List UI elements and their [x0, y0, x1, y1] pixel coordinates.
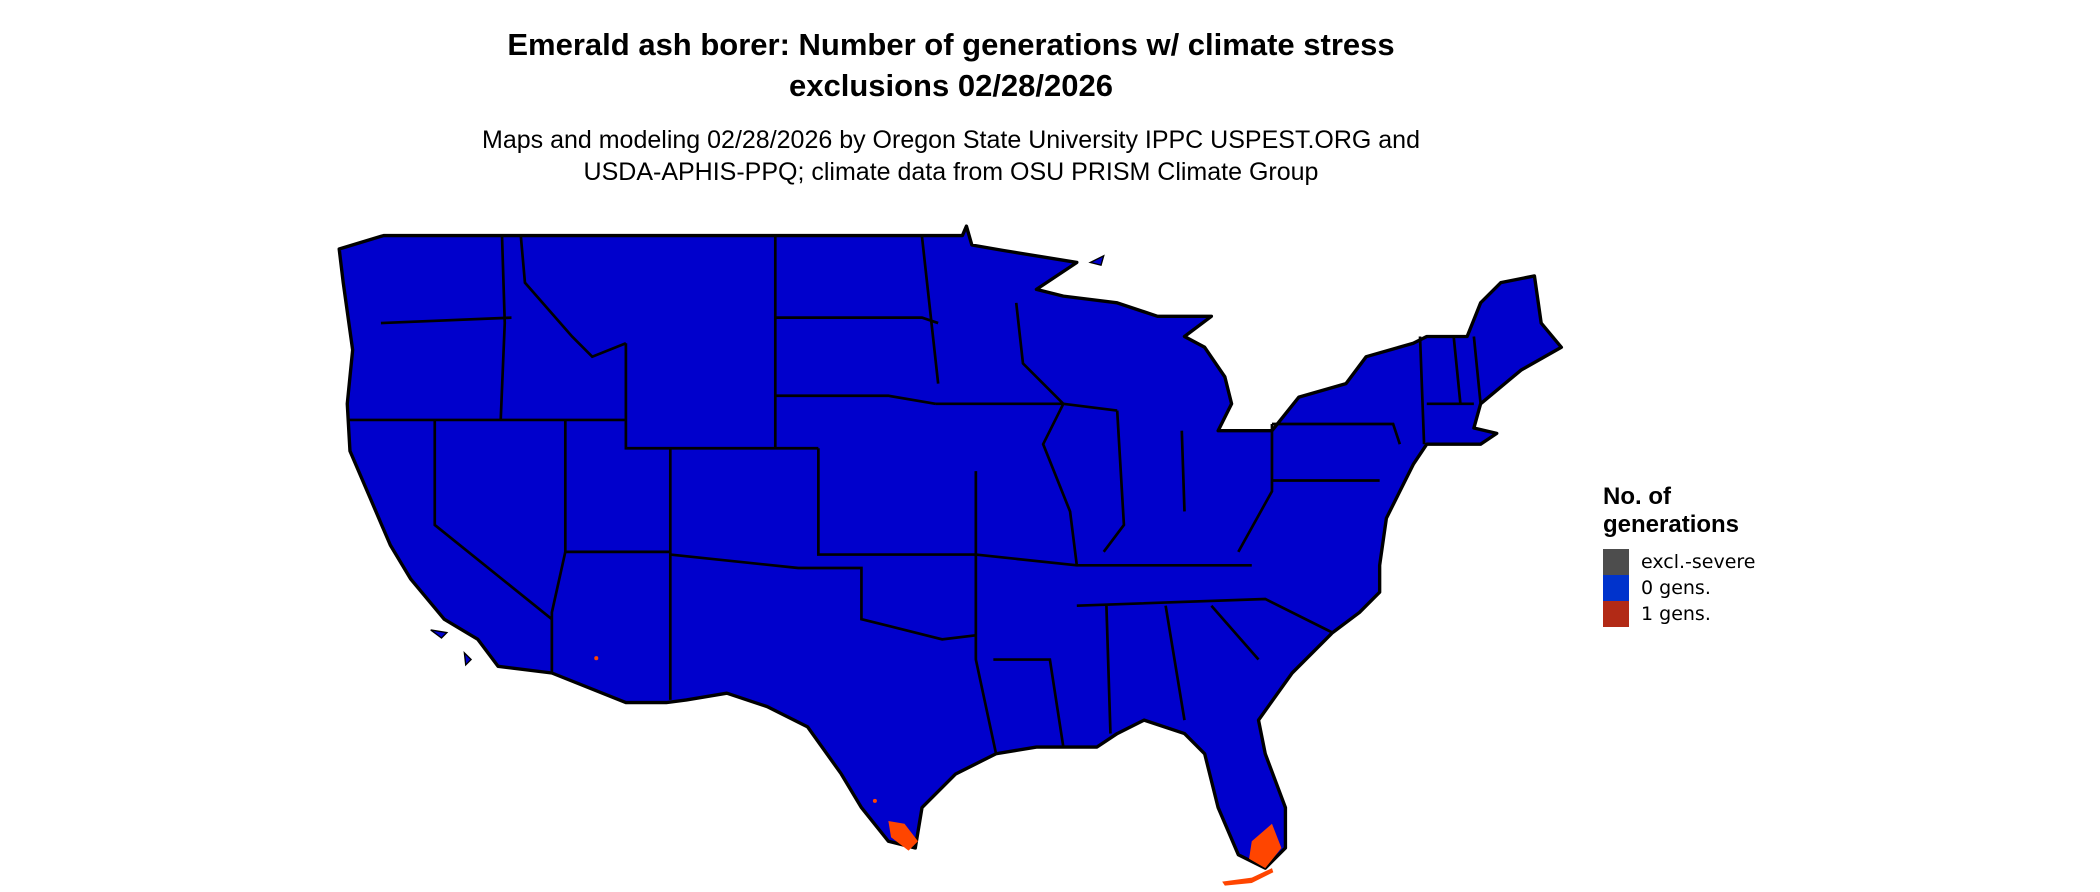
map-title: Emerald ash borer: Number of generations…: [0, 24, 1902, 106]
legend-swatch: [1603, 601, 1629, 627]
legend-label: 1 gens.: [1641, 603, 1711, 625]
legend-label: 0 gens.: [1641, 577, 1711, 599]
map-subtitle-line-2: USDA-APHIS-PPQ; climate data from OSU PR…: [583, 158, 1319, 186]
map-subtitle-line-1: Maps and modeling 02/28/2026 by Oregon S…: [482, 126, 1420, 154]
map-title-line-1: Emerald ash borer: Number of generations…: [507, 27, 1395, 62]
legend-title-line-2: generations: [1603, 511, 1740, 538]
legend-title-line-1: No. of: [1603, 483, 1671, 510]
one-generation-areas: [594, 656, 1282, 886]
legend-title: No. of generations: [1603, 483, 1756, 539]
us-outline: [337, 224, 1564, 870]
lakes-islands: [430, 254, 1105, 667]
map-subtitle: Maps and modeling 02/28/2026 by Oregon S…: [0, 124, 1902, 188]
state-borders: [347, 236, 1482, 755]
legend-item-0-gens: 0 gens.: [1603, 575, 1756, 601]
legend-swatch: [1603, 575, 1629, 601]
legend-item-1-gens: 1 gens.: [1603, 601, 1756, 627]
legend-label: excl.-severe: [1641, 551, 1756, 573]
legend-item-excl-severe: excl.-severe: [1603, 549, 1756, 575]
legend-swatch: [1603, 549, 1629, 575]
map-title-line-2: exclusions 02/28/2026: [788, 68, 1113, 103]
legend: No. of generations excl.-severe 0 gens. …: [1603, 483, 1756, 627]
